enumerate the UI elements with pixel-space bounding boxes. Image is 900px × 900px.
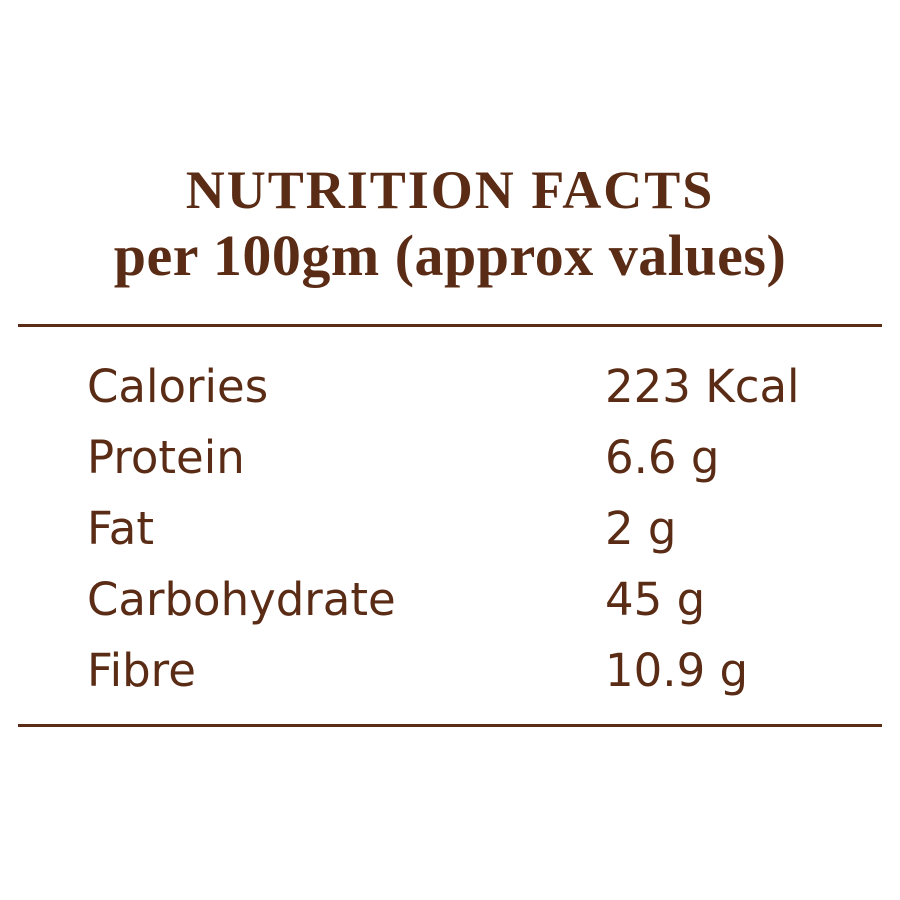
table-row-fat: Fat 2 g (0, 493, 900, 564)
table-row-carbohydrate: Carbohydrate 45 g (0, 564, 900, 635)
row-label: Protein (87, 431, 245, 484)
page-subtitle: per 100gm (approx values) (113, 223, 787, 288)
row-label: Fat (87, 502, 154, 555)
table-row-calories: Calories 223 Kcal (0, 351, 900, 422)
row-label: Carbohydrate (87, 573, 396, 626)
bottom-divider (18, 724, 882, 727)
row-value: 10.9 g (605, 644, 749, 697)
row-value: 45 g (605, 573, 706, 626)
row-value: 2 g (605, 502, 677, 555)
nutrition-table: Calories 223 Kcal Protein 6.6 g Fat 2 g … (0, 351, 900, 706)
row-value: 223 Kcal (605, 360, 800, 413)
table-row-protein: Protein 6.6 g (0, 422, 900, 493)
row-label: Calories (87, 360, 269, 413)
row-label: Fibre (87, 644, 196, 697)
table-row-fibre: Fibre 10.9 g (0, 635, 900, 706)
page-title: NUTRITION FACTS (185, 160, 715, 220)
top-divider (18, 324, 882, 327)
label-header: NUTRITION FACTS per 100gm (approx values… (0, 0, 900, 290)
row-value: 6.6 g (605, 431, 720, 484)
